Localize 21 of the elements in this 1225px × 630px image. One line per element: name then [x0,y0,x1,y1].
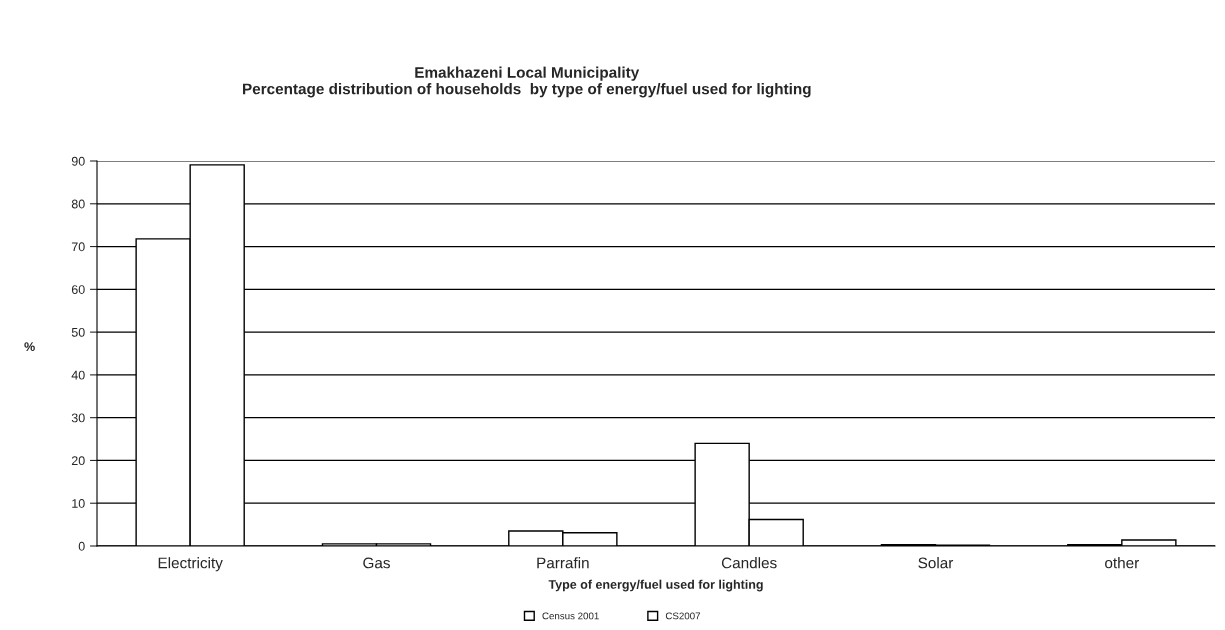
y-tick-label: 30 [71,413,85,423]
y-tick-label: 40 [71,370,85,380]
x-axis-title: Type of energy/fuel used for lighting [548,579,763,592]
y-tick-label: 90 [71,156,85,166]
y-tick-label: 10 [72,499,85,508]
x-tick-label: Electricity [158,557,223,572]
y-tick-label: 60 [71,285,85,294]
x-tick-label: Solar [918,557,954,569]
y-tick-label: 20 [71,456,85,466]
y-tick-label: 50 [71,327,85,337]
legend-label: Census 2001 [542,612,599,620]
x-tick-label: Parrafin [537,557,589,569]
y-tick-label: 70 [71,242,85,252]
x-tick-label: Gas [363,557,390,569]
x-tick-label: other [1105,557,1139,569]
chart-title: Emakhazeni Local Municipality Percentage distribution of households by type of energy/fuel used for lighting [243,66,811,98]
x-tick-label: Candles [721,557,777,569]
y-tick-label: 0 [78,541,85,551]
legend-label: CS2007 [665,612,701,620]
y-axis-title: % [24,342,35,351]
y-tick-label: 80 [71,199,85,209]
